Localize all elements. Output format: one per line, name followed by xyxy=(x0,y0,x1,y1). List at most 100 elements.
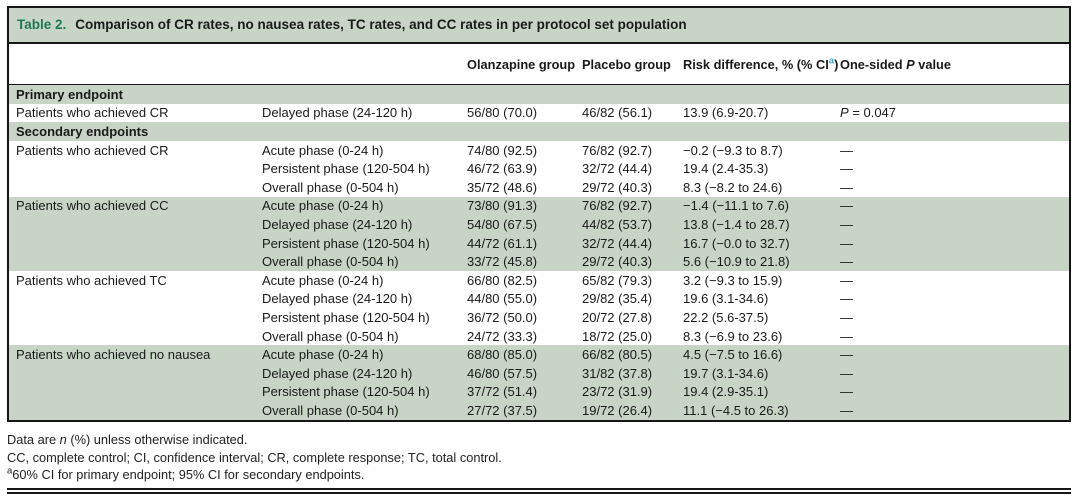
cell-p-value: — xyxy=(840,272,853,288)
cell-endpoint xyxy=(9,252,262,271)
section-header-label: Secondary endpoints xyxy=(16,123,149,139)
cell-olanzapine: 37/72 (51.4) xyxy=(467,384,538,400)
data-row: Overall phase (0-504 h) 35/72 (48.6) 29/72… xyxy=(9,178,1069,197)
cell-p-value: — xyxy=(840,402,853,418)
cell-phase: Overall phase (0-504 h) xyxy=(262,179,399,195)
cell-phase: Delayed phase (24-120 h) xyxy=(262,365,413,381)
header-endpoint xyxy=(9,44,262,85)
cell-risk-difference: 19.4 (2.9-35.1) xyxy=(683,384,769,400)
cell-p-value: P = 0.047 xyxy=(840,105,897,121)
cell-p-value: — xyxy=(840,254,853,270)
header-risk-difference: Risk difference, % (% CIa) xyxy=(683,44,840,85)
data-row: Patients who achieved TC Acute phase (0-2… xyxy=(9,271,1069,290)
cell-phase: Persistent phase (120-504 h) xyxy=(262,384,430,400)
cell-p-value: — xyxy=(840,142,853,158)
cell-risk-difference: −0.2 (−9.3 to 8.7) xyxy=(683,142,783,158)
header-one-sided-p-value: One-sided P value xyxy=(840,44,1069,85)
cell-phase: Acute phase (0-24 h) xyxy=(262,142,384,158)
cell-endpoint xyxy=(9,178,262,197)
header-row: Olanzapine group Placebo group Risk diff… xyxy=(9,44,1069,85)
cell-olanzapine: 33/72 (45.8) xyxy=(467,254,538,270)
cell-p-value: — xyxy=(840,384,853,400)
data-row: Overall phase (0-504 h) 24/72 (33.3) 18/72… xyxy=(9,327,1069,346)
cell-olanzapine: 24/72 (33.3) xyxy=(467,328,538,344)
cell-olanzapine: 73/80 (91.3) xyxy=(467,198,538,214)
ci-footnote-marker: a xyxy=(828,55,835,67)
section-header-row: Secondary endpoints xyxy=(9,122,1069,141)
cell-phase: Delayed phase (24-120 h) xyxy=(262,216,413,232)
cell-risk-difference: 13.8 (−1.4 to 28.7) xyxy=(683,216,790,232)
cell-endpoint: Patients who achieved CR xyxy=(16,142,169,158)
cell-endpoint xyxy=(9,215,262,234)
cell-placebo: 66/82 (80.5) xyxy=(582,347,653,363)
cell-placebo: 44/82 (53.7) xyxy=(582,216,653,232)
cell-risk-difference: 16.7 (−0.0 to 32.7) xyxy=(683,235,790,251)
cell-risk-difference: 19.6 (3.1-34.6) xyxy=(683,291,769,307)
cell-placebo: 20/72 (27.8) xyxy=(582,309,653,325)
cell-phase: Acute phase (0-24 h) xyxy=(262,272,384,288)
data-row: Delayed phase (24-120 h) 44/80 (55.0) 29/8… xyxy=(9,290,1069,309)
cell-phase: Acute phase (0-24 h) xyxy=(262,198,384,214)
cell-p-value: — xyxy=(840,328,853,344)
comparison-table: Olanzapine group Placebo group Risk diff… xyxy=(9,44,1069,420)
cell-endpoint: Patients who achieved CC xyxy=(16,198,169,214)
data-row: Persistent phase (120-504 h) 44/72 (61.1)… xyxy=(9,233,1069,253)
cell-placebo: 76/82 (92.7) xyxy=(582,198,653,214)
cell-p-value: — xyxy=(840,347,853,363)
cell-endpoint xyxy=(9,327,262,346)
cell-risk-difference: 4.5 (−7.5 to 16.6) xyxy=(683,347,783,363)
cell-endpoint: Patients who achieved TC xyxy=(16,272,167,288)
cell-phase: Persistent phase (120-504 h) xyxy=(262,309,430,325)
cell-olanzapine: 27/72 (37.5) xyxy=(467,402,538,418)
cell-placebo: 29/82 (35.4) xyxy=(582,291,653,307)
table-body: Primary endpoint Patients who achieved CR… xyxy=(9,84,1069,420)
cell-phase: Delayed phase (24-120 h) xyxy=(262,291,413,307)
cell-p-value: — xyxy=(840,198,853,214)
cell-phase: Delayed phase (24-120 h) xyxy=(262,105,413,121)
table-caption: Table 2. Comparison of CR rates, no nause… xyxy=(9,8,1069,44)
footnotes: Data are n (%) unless otherwise indicate… xyxy=(7,431,1071,484)
cell-placebo: 32/72 (44.4) xyxy=(582,161,653,177)
cell-phase: Overall phase (0-504 h) xyxy=(262,402,399,418)
footnote-a-marker: a xyxy=(7,465,13,477)
cell-placebo: 29/72 (40.3) xyxy=(582,179,653,195)
data-row: Patients who achieved CR Acute phase (0-2… xyxy=(9,141,1069,160)
data-row: Persistent phase (120-504 h) 37/72 (51.4)… xyxy=(9,382,1069,402)
table-number-label: Table 2. xyxy=(17,17,67,32)
header-phase xyxy=(262,44,467,85)
cell-endpoint xyxy=(9,290,262,309)
data-row: Patients who achieved no nausea Acute pha… xyxy=(9,345,1069,364)
cell-p-value: — xyxy=(840,309,853,325)
data-row: Overall phase (0-504 h) 33/72 (45.8) 29/72… xyxy=(9,252,1069,271)
cell-endpoint xyxy=(9,308,262,327)
cell-risk-difference: 19.4 (2.4-35.3) xyxy=(683,161,769,177)
cell-olanzapine: 44/80 (55.0) xyxy=(467,291,538,307)
cell-placebo: 23/72 (31.9) xyxy=(582,384,653,400)
cell-p-value: — xyxy=(840,161,853,177)
footnote-ci-definition: a60% CI for primary endpoint; 95% CI for… xyxy=(7,465,365,482)
cell-olanzapine: 44/72 (61.1) xyxy=(467,235,538,251)
cell-phase: Overall phase (0-504 h) xyxy=(262,328,399,344)
cell-risk-difference: 19.7 (3.1-34.6) xyxy=(683,365,769,381)
cell-risk-difference: 11.1 (−4.5 to 26.3) xyxy=(683,402,789,418)
cell-risk-difference: 8.3 (−8.2 to 24.6) xyxy=(683,179,783,195)
cell-placebo: 29/72 (40.3) xyxy=(582,254,653,270)
cell-endpoint: Patients who achieved no nausea xyxy=(16,347,211,363)
data-row: Persistent phase (120-504 h) 46/72 (63.9)… xyxy=(9,159,1069,178)
cell-p-value: — xyxy=(840,179,853,195)
cell-phase: Acute phase (0-24 h) xyxy=(262,347,384,363)
data-row: Persistent phase (120-504 h) 36/72 (50.0)… xyxy=(9,308,1069,327)
cell-olanzapine: 46/80 (57.5) xyxy=(467,365,538,381)
cell-endpoint xyxy=(9,401,262,420)
cell-olanzapine: 74/80 (92.5) xyxy=(467,142,538,158)
cell-olanzapine: 66/80 (82.5) xyxy=(467,272,538,288)
table-2: Table 2. Comparison of CR rates, no nause… xyxy=(7,6,1071,422)
cell-endpoint xyxy=(9,364,262,383)
cell-phase: Overall phase (0-504 h) xyxy=(262,254,399,270)
cell-risk-difference: 13.9 (6.9-20.7) xyxy=(683,105,769,121)
bottom-double-rule xyxy=(7,488,1071,494)
cell-placebo: 76/82 (92.7) xyxy=(582,142,653,158)
cell-p-value: — xyxy=(840,365,853,381)
section-header-label: Primary endpoint xyxy=(16,86,123,102)
